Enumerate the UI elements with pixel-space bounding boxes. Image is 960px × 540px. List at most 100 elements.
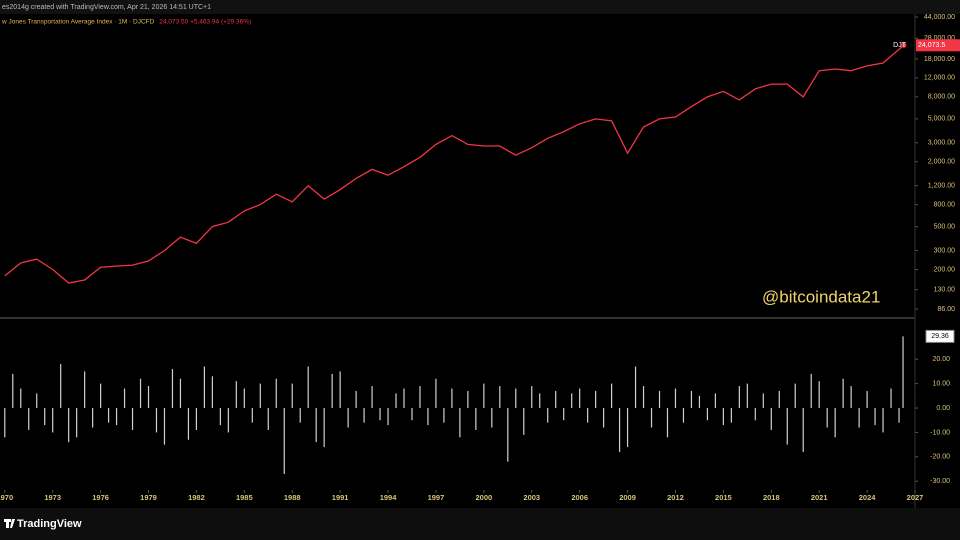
return-bar bbox=[12, 373, 14, 409]
x-tick-label: 1997 bbox=[428, 493, 445, 502]
return-bar bbox=[427, 408, 429, 426]
return-bar bbox=[682, 408, 685, 423]
return-bar bbox=[443, 408, 445, 423]
return-bar bbox=[746, 383, 748, 409]
return-bar bbox=[331, 373, 333, 409]
return-bar bbox=[507, 408, 509, 462]
return-bar bbox=[20, 388, 22, 409]
return-bar bbox=[187, 408, 190, 440]
return-bar bbox=[195, 408, 198, 430]
return-bar bbox=[84, 371, 86, 409]
return-bar bbox=[666, 408, 669, 438]
return-bar bbox=[722, 408, 724, 426]
return-bar bbox=[131, 408, 134, 430]
watermark: @bitcoindata21 bbox=[762, 287, 880, 306]
return-bar bbox=[483, 383, 485, 409]
return-bar bbox=[898, 408, 900, 423]
return-bar bbox=[674, 388, 677, 409]
x-tick-label: 1994 bbox=[380, 493, 398, 502]
footer-bar bbox=[0, 508, 960, 540]
y-tick-label: 800.00 bbox=[934, 201, 956, 208]
x-tick-label: 2000 bbox=[476, 493, 493, 502]
return-bar bbox=[626, 408, 629, 448]
y-tick-label: 1,200.00 bbox=[928, 183, 955, 190]
return-bar bbox=[515, 388, 517, 409]
return-bar bbox=[754, 408, 756, 421]
return-bar bbox=[203, 366, 205, 409]
return-bar bbox=[235, 381, 237, 409]
return-bar bbox=[28, 408, 30, 430]
y-tick-label: -10.00 bbox=[930, 429, 950, 436]
return-bar bbox=[579, 388, 581, 409]
return-bar bbox=[890, 388, 892, 409]
x-tick-label: 2021 bbox=[811, 493, 828, 502]
return-bar bbox=[491, 408, 493, 428]
return-bar bbox=[531, 386, 533, 409]
return-bar bbox=[658, 390, 661, 409]
return-bar bbox=[123, 388, 126, 409]
x-tick-label: 1985 bbox=[236, 493, 253, 502]
return-bar bbox=[866, 390, 868, 409]
return-bar bbox=[738, 386, 740, 409]
return-bar bbox=[211, 376, 213, 409]
return-bar bbox=[547, 408, 549, 423]
x-tick-label: 1973 bbox=[44, 493, 61, 502]
return-bar bbox=[902, 336, 904, 409]
y-tick-label: 5,000.00 bbox=[928, 116, 955, 123]
return-bar bbox=[459, 408, 461, 438]
x-tick-label: 1988 bbox=[284, 493, 301, 502]
return-bar bbox=[810, 373, 812, 409]
return-bar bbox=[730, 408, 732, 423]
return-bar bbox=[858, 408, 860, 428]
header-text: es2014g created with TradingView.com, Ap… bbox=[2, 4, 211, 11]
return-bar bbox=[802, 408, 804, 452]
x-tick-label: 2027 bbox=[907, 493, 924, 502]
return-bar bbox=[155, 408, 158, 433]
y-tick-label: 200.00 bbox=[934, 266, 956, 273]
return-bar bbox=[419, 386, 421, 409]
y-tick-label: 130.00 bbox=[934, 287, 956, 294]
return-bar bbox=[794, 383, 796, 409]
return-bar bbox=[76, 408, 78, 438]
return-bar bbox=[395, 393, 397, 409]
return-bar bbox=[706, 408, 709, 421]
return-bar bbox=[171, 368, 174, 409]
return-bar bbox=[618, 408, 621, 452]
return-bar bbox=[44, 408, 46, 426]
return-bar bbox=[307, 366, 309, 409]
y-tick-label: 8,000.00 bbox=[928, 94, 955, 101]
return-bar bbox=[371, 386, 373, 409]
return-bar bbox=[690, 390, 693, 409]
return-bar bbox=[315, 408, 317, 443]
x-tick-label: 2009 bbox=[619, 493, 636, 502]
return-bar bbox=[610, 383, 613, 409]
x-tick-label: 2012 bbox=[667, 493, 684, 502]
return-bar bbox=[818, 381, 820, 409]
return-bar bbox=[850, 386, 852, 409]
y-tick-label: -20.00 bbox=[930, 454, 950, 461]
return-bar bbox=[251, 408, 253, 423]
return-bar bbox=[4, 408, 6, 438]
return-bar bbox=[179, 378, 182, 409]
return-bar bbox=[475, 408, 477, 430]
return-bar bbox=[555, 390, 557, 409]
return-bar bbox=[770, 408, 772, 430]
last-value-label: 29.36 bbox=[931, 333, 949, 340]
footer-brand[interactable]: TradingView bbox=[17, 518, 82, 530]
y-tick-label: 12,000.00 bbox=[924, 75, 955, 82]
x-tick-label: 1979 bbox=[140, 493, 157, 502]
y-tick-label: 300.00 bbox=[934, 247, 956, 254]
return-bar bbox=[115, 408, 118, 426]
return-bar bbox=[100, 383, 102, 409]
return-bar bbox=[411, 408, 413, 421]
return-bar bbox=[786, 408, 788, 445]
return-bar bbox=[347, 408, 349, 428]
return-bar bbox=[267, 408, 269, 430]
return-bar bbox=[698, 395, 701, 409]
return-bar bbox=[387, 408, 389, 426]
header-bar bbox=[0, 0, 960, 14]
x-tick-label: 2003 bbox=[523, 493, 540, 502]
return-bar bbox=[339, 371, 341, 409]
